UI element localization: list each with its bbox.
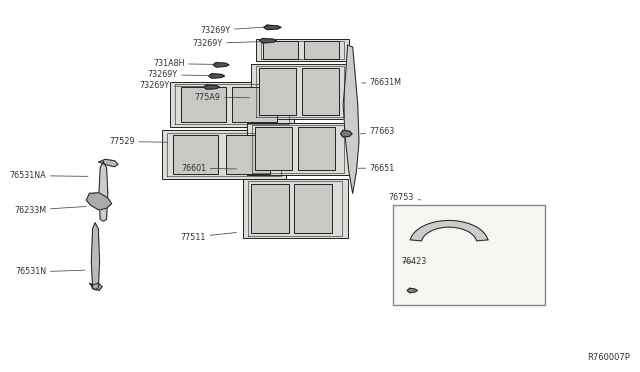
Polygon shape: [99, 159, 118, 167]
Polygon shape: [213, 62, 229, 67]
Bar: [304, 41, 339, 58]
Bar: [393, 205, 545, 305]
Bar: [259, 68, 296, 115]
Bar: [226, 135, 270, 174]
Text: 76651: 76651: [358, 164, 395, 173]
Text: 76233M: 76233M: [14, 206, 86, 215]
Bar: [255, 39, 349, 61]
Polygon shape: [86, 193, 111, 210]
Text: 77663: 77663: [360, 126, 395, 136]
Bar: [302, 68, 339, 115]
Polygon shape: [264, 25, 281, 30]
Bar: [170, 82, 294, 127]
Text: 775A9: 775A9: [195, 93, 250, 102]
Text: 76531NA: 76531NA: [10, 171, 88, 180]
Polygon shape: [407, 288, 417, 293]
Bar: [247, 123, 349, 175]
Bar: [181, 87, 226, 122]
Text: 73269Y: 73269Y: [193, 39, 266, 48]
Text: 77529: 77529: [109, 137, 167, 146]
Text: 76423: 76423: [401, 257, 427, 266]
Bar: [298, 128, 335, 170]
Bar: [255, 128, 292, 170]
Text: 77511: 77511: [180, 232, 236, 242]
Text: 73269Y: 73269Y: [147, 70, 215, 79]
Polygon shape: [209, 74, 225, 78]
Text: 73269Y: 73269Y: [200, 26, 270, 35]
Bar: [243, 179, 348, 238]
Polygon shape: [99, 162, 108, 221]
Bar: [251, 64, 349, 119]
Polygon shape: [92, 223, 100, 290]
Bar: [294, 184, 332, 233]
Text: 76753: 76753: [388, 193, 421, 202]
Polygon shape: [340, 131, 352, 137]
Bar: [251, 184, 289, 233]
Bar: [173, 135, 218, 174]
Text: R760007P: R760007P: [587, 353, 630, 362]
Polygon shape: [343, 45, 359, 193]
Polygon shape: [410, 221, 488, 241]
Polygon shape: [204, 85, 220, 89]
Text: 76531N: 76531N: [15, 267, 85, 276]
Bar: [263, 41, 298, 58]
Text: 73269Y: 73269Y: [140, 81, 210, 90]
Bar: [163, 131, 286, 179]
Text: 76601: 76601: [181, 164, 236, 173]
Bar: [232, 87, 276, 122]
Text: 731A8H: 731A8H: [153, 59, 220, 68]
Text: 76631M: 76631M: [362, 78, 402, 87]
Polygon shape: [259, 38, 276, 43]
Polygon shape: [90, 283, 102, 291]
